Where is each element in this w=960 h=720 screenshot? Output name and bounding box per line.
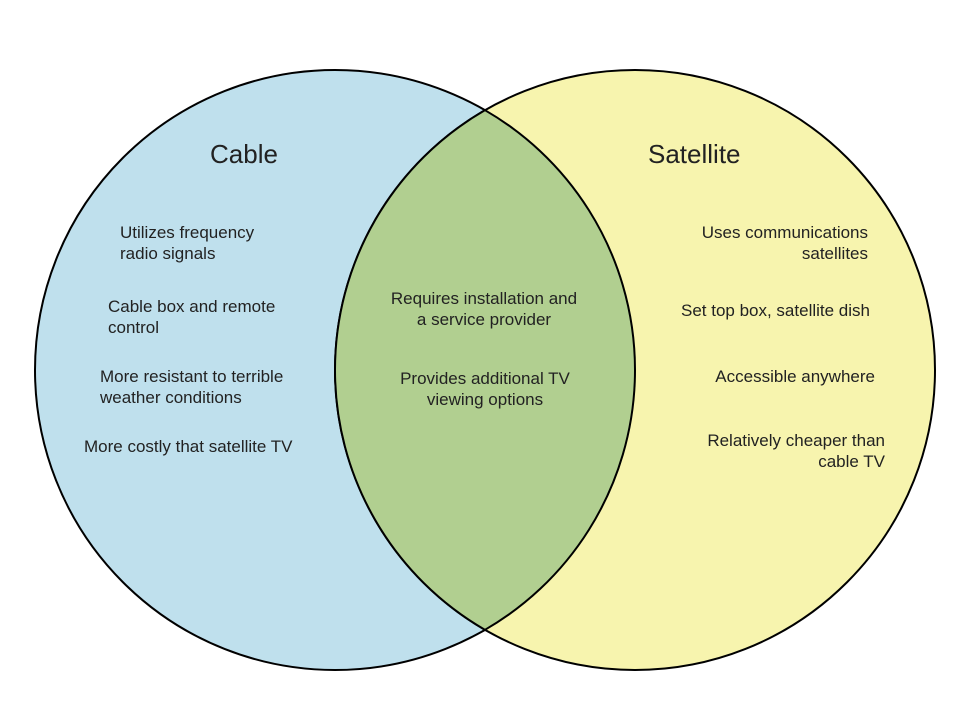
right-item: Uses communications satellites <box>658 222 868 265</box>
right-title: Satellite <box>648 138 741 171</box>
overlap-item: Requires installation and a service prov… <box>384 288 584 331</box>
venn-canvas: Cable Satellite Utilizes frequency radio… <box>0 0 960 720</box>
right-item: Accessible anywhere <box>700 366 875 387</box>
left-item: Utilizes frequency radio signals <box>120 222 290 265</box>
left-item: More resistant to terrible weather condi… <box>100 366 320 409</box>
venn-svg <box>0 0 960 720</box>
overlap-item: Provides additional TV viewing options <box>390 368 580 411</box>
left-item: Cable box and remote control <box>108 296 288 339</box>
right-item: Relatively cheaper than cable TV <box>670 430 885 473</box>
left-title: Cable <box>210 138 278 171</box>
right-item: Set top box, satellite dish <box>640 300 870 321</box>
left-item: More costly that satellite TV <box>84 436 324 457</box>
